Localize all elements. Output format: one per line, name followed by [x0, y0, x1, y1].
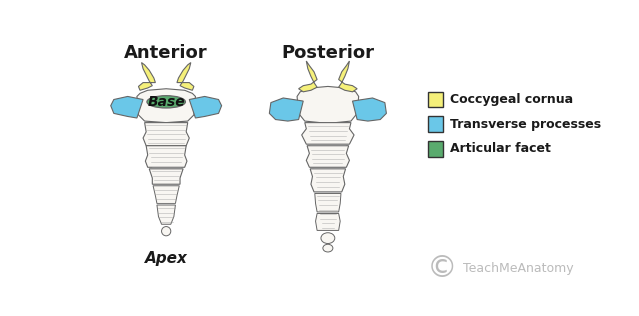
Text: Posterior: Posterior — [281, 44, 374, 62]
Polygon shape — [146, 146, 187, 167]
Polygon shape — [153, 186, 180, 204]
Polygon shape — [139, 63, 155, 90]
Ellipse shape — [323, 244, 333, 252]
Text: Coccygeal cornua: Coccygeal cornua — [449, 93, 573, 106]
Polygon shape — [310, 169, 346, 192]
Polygon shape — [306, 146, 350, 167]
Polygon shape — [189, 96, 222, 118]
FancyBboxPatch shape — [428, 117, 443, 132]
Polygon shape — [177, 63, 194, 90]
Polygon shape — [143, 123, 189, 146]
Polygon shape — [315, 193, 341, 212]
Text: Apex: Apex — [145, 252, 188, 266]
Polygon shape — [270, 98, 304, 121]
Polygon shape — [302, 123, 354, 144]
Polygon shape — [111, 96, 143, 118]
Text: TeachMeAnatomy: TeachMeAnatomy — [463, 262, 574, 276]
Text: Anterior: Anterior — [125, 44, 208, 62]
Polygon shape — [150, 169, 183, 184]
Polygon shape — [137, 89, 196, 123]
FancyBboxPatch shape — [428, 141, 443, 156]
Ellipse shape — [162, 227, 171, 236]
Ellipse shape — [147, 96, 185, 108]
FancyBboxPatch shape — [428, 92, 443, 107]
Polygon shape — [157, 205, 176, 224]
Text: Articular facet: Articular facet — [449, 142, 550, 155]
Polygon shape — [339, 61, 357, 92]
Polygon shape — [298, 61, 317, 92]
Polygon shape — [353, 98, 387, 121]
Text: Base: Base — [148, 95, 185, 109]
Text: Transverse processes: Transverse processes — [449, 118, 601, 131]
Polygon shape — [297, 87, 358, 123]
Text: ©: © — [427, 254, 457, 283]
Polygon shape — [316, 214, 340, 230]
Ellipse shape — [321, 233, 335, 244]
